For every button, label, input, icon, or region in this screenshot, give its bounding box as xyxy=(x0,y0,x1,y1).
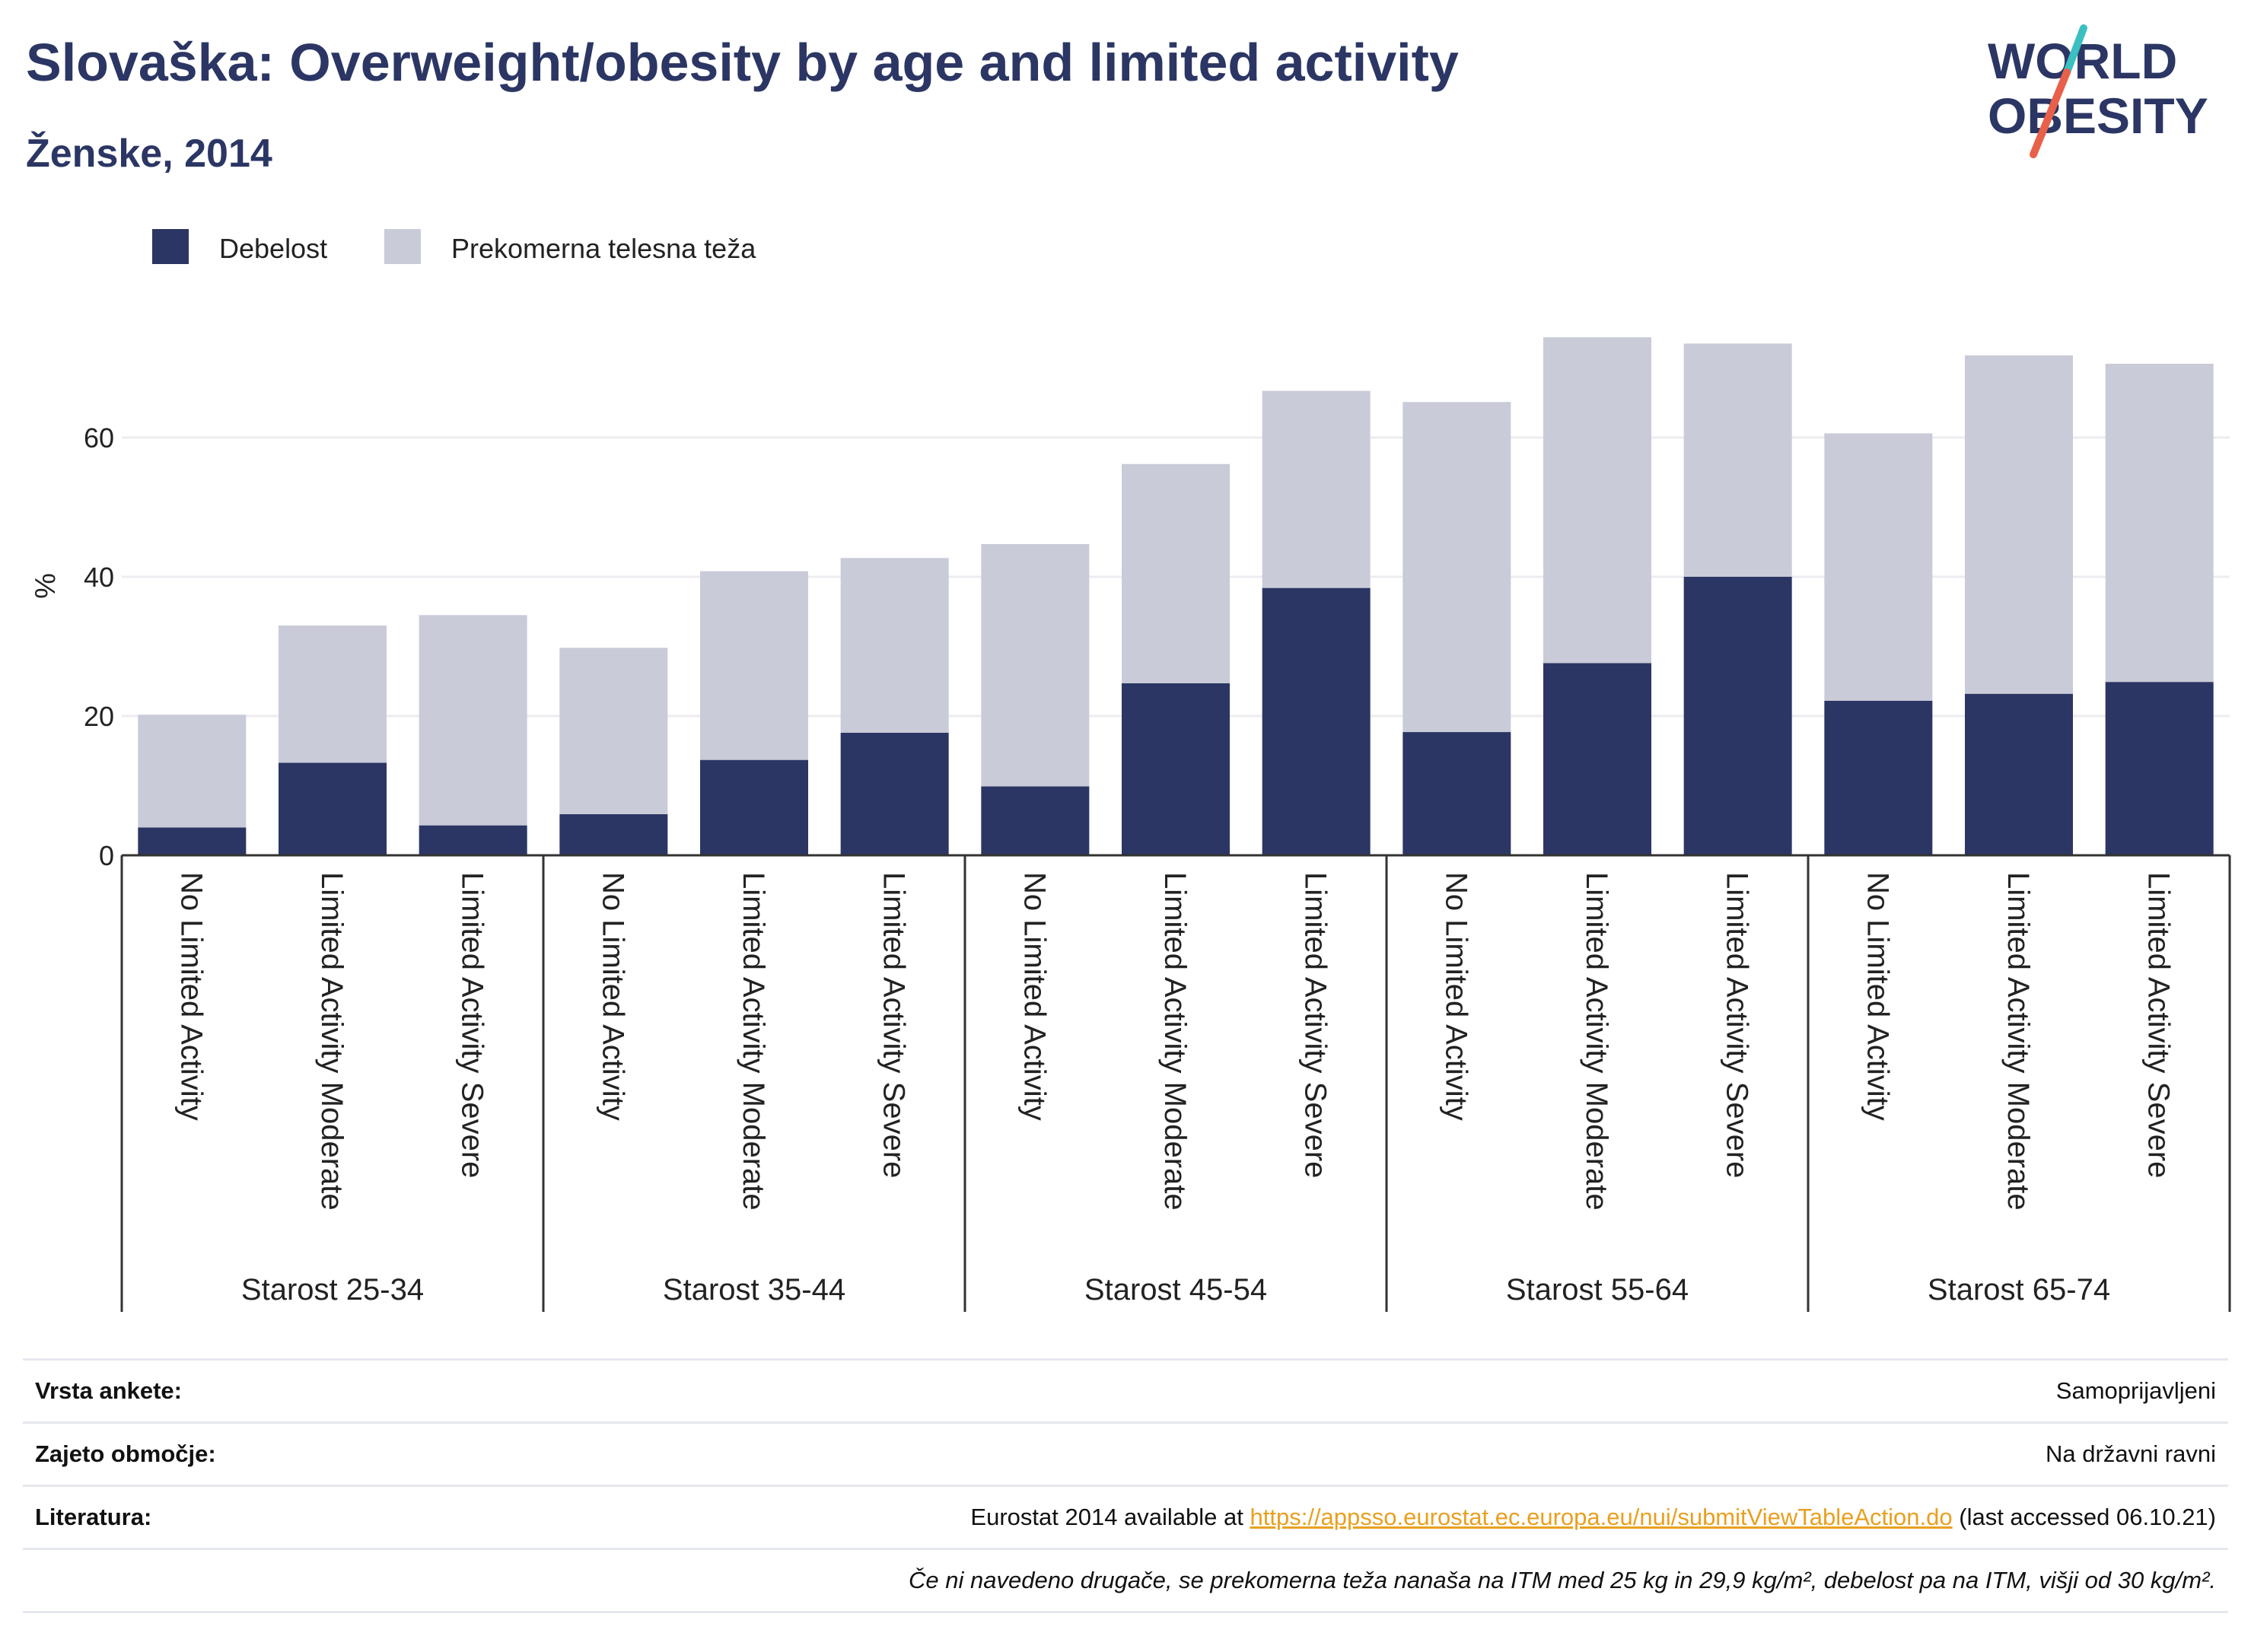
reference-row: Literatura: Eurostat 2014 available at h… xyxy=(23,1485,2228,1548)
bar-overweight xyxy=(419,615,527,826)
logo-slash-teal xyxy=(2063,24,2087,76)
survey-value: Samoprijavljeni xyxy=(2055,1377,2216,1404)
legend-label-1: Prekomerna telesna teža xyxy=(451,233,756,264)
world-obesity-logo: WORLD OBESITY xyxy=(1988,24,2208,158)
category-label: No Limited Activity xyxy=(596,872,629,1121)
category-label: No Limited Activity xyxy=(1861,872,1894,1121)
group-label: Starost 65-74 xyxy=(1928,1273,2110,1307)
bar-overweight xyxy=(1824,433,1933,701)
bar-overweight xyxy=(1262,390,1371,588)
reference-link[interactable]: https://appsso.eurostat.ec.europa.eu/nui… xyxy=(1250,1504,1953,1530)
bar-obesity xyxy=(981,786,1090,855)
group-label: Starost 45-54 xyxy=(1084,1273,1267,1307)
category-label: No Limited Activity xyxy=(1017,872,1051,1121)
bar-overweight xyxy=(1543,337,1651,664)
y-tick-label: 60 xyxy=(84,422,114,454)
category-label: Limited Activity Severe xyxy=(1721,872,1754,1178)
bar-obesity xyxy=(1402,732,1511,855)
category-label: Limited Activity Severe xyxy=(877,872,911,1178)
bar-overweight xyxy=(1402,402,1511,733)
category-label: No Limited Activity xyxy=(1439,872,1473,1121)
category-label: Limited Activity Moderate xyxy=(315,872,349,1211)
definition-note: Če ni navedeno drugače, se prekomerna te… xyxy=(909,1567,2216,1593)
category-label: Limited Activity Severe xyxy=(456,872,489,1178)
bar-overweight xyxy=(840,558,949,733)
bar-overweight xyxy=(138,715,247,828)
bar-overweight xyxy=(700,571,808,760)
coverage-label: Zajeto območje: xyxy=(35,1440,216,1467)
bar-overweight xyxy=(981,543,1090,787)
info-table: Vrsta ankete: Samoprijavljeni Zajeto obm… xyxy=(23,1358,2228,1613)
note-row: Če ni navedeno drugače, se prekomerna te… xyxy=(23,1548,2228,1613)
category-label: Limited Activity Severe xyxy=(1299,872,1332,1178)
bar-obesity xyxy=(1122,683,1230,855)
y-tick-label: 20 xyxy=(84,701,114,732)
group-label: Starost 55-64 xyxy=(1506,1273,1689,1307)
bar-obesity xyxy=(1965,693,2073,855)
category-label: Limited Activity Moderate xyxy=(2001,872,2035,1211)
bar-obesity xyxy=(1824,700,1933,855)
bar-obesity xyxy=(2105,682,2214,855)
bar-obesity xyxy=(1683,577,1792,855)
bar-obesity xyxy=(1262,587,1371,855)
group-label: Starost 25-34 xyxy=(241,1273,424,1307)
category-label: Limited Activity Severe xyxy=(2142,872,2176,1178)
bar-overweight xyxy=(1122,463,1230,683)
y-tick-label: 40 xyxy=(84,562,114,593)
bar-obesity xyxy=(279,762,387,855)
stacked-bar-chart: Debelost Prekomerna telesna teža 0 20 40 60% N… xyxy=(30,229,2231,1312)
bar-overweight xyxy=(279,625,387,763)
coverage-row: Zajeto območje: Na državni ravni xyxy=(23,1421,2228,1485)
bar-obesity xyxy=(559,814,668,855)
y-tick-label: 0 xyxy=(99,840,114,871)
bar-obesity xyxy=(419,825,527,855)
reference-suffix: (last accessed 06.10.21) xyxy=(1952,1504,2216,1530)
bar-obesity xyxy=(1543,663,1651,855)
coverage-value: Na državni ravni xyxy=(2046,1440,2216,1467)
category-label: No Limited Activity xyxy=(174,872,208,1121)
category-label: Limited Activity Moderate xyxy=(737,872,770,1211)
bar-overweight xyxy=(2105,364,2214,683)
reference-prefix: Eurostat 2014 available at xyxy=(970,1504,1250,1530)
bar-obesity xyxy=(700,759,808,855)
group-label: Starost 35-44 xyxy=(663,1273,845,1307)
reference-value: Eurostat 2014 available at https://appss… xyxy=(970,1487,2216,1548)
bar-overweight xyxy=(559,648,668,815)
bar-overweight xyxy=(1683,343,1792,577)
logo-text-obesity: OBESITY xyxy=(1988,88,2208,144)
chart-subtitle: Ženske, 2014 xyxy=(26,132,272,176)
bar-obesity xyxy=(138,827,247,855)
legend-label-0: Debelost xyxy=(219,233,327,264)
category-label: Limited Activity Moderate xyxy=(1158,872,1192,1211)
bar-obesity xyxy=(840,732,949,855)
survey-row: Vrsta ankete: Samoprijavljeni xyxy=(23,1358,2228,1421)
chart-title: Slovaška: Overweight/obesity by age and … xyxy=(26,33,1459,92)
bar-overweight xyxy=(1965,355,2073,694)
logo-text-world: WORLD xyxy=(1988,33,2177,89)
legend-swatch-1 xyxy=(384,229,421,264)
logo-slash-red xyxy=(2030,68,2071,158)
reference-label: Literatura: xyxy=(35,1504,152,1530)
survey-label: Vrsta ankete: xyxy=(35,1377,182,1404)
category-label: Limited Activity Moderate xyxy=(1580,872,1613,1211)
legend-swatch-0 xyxy=(152,229,189,264)
y-axis-label: % xyxy=(30,573,62,599)
